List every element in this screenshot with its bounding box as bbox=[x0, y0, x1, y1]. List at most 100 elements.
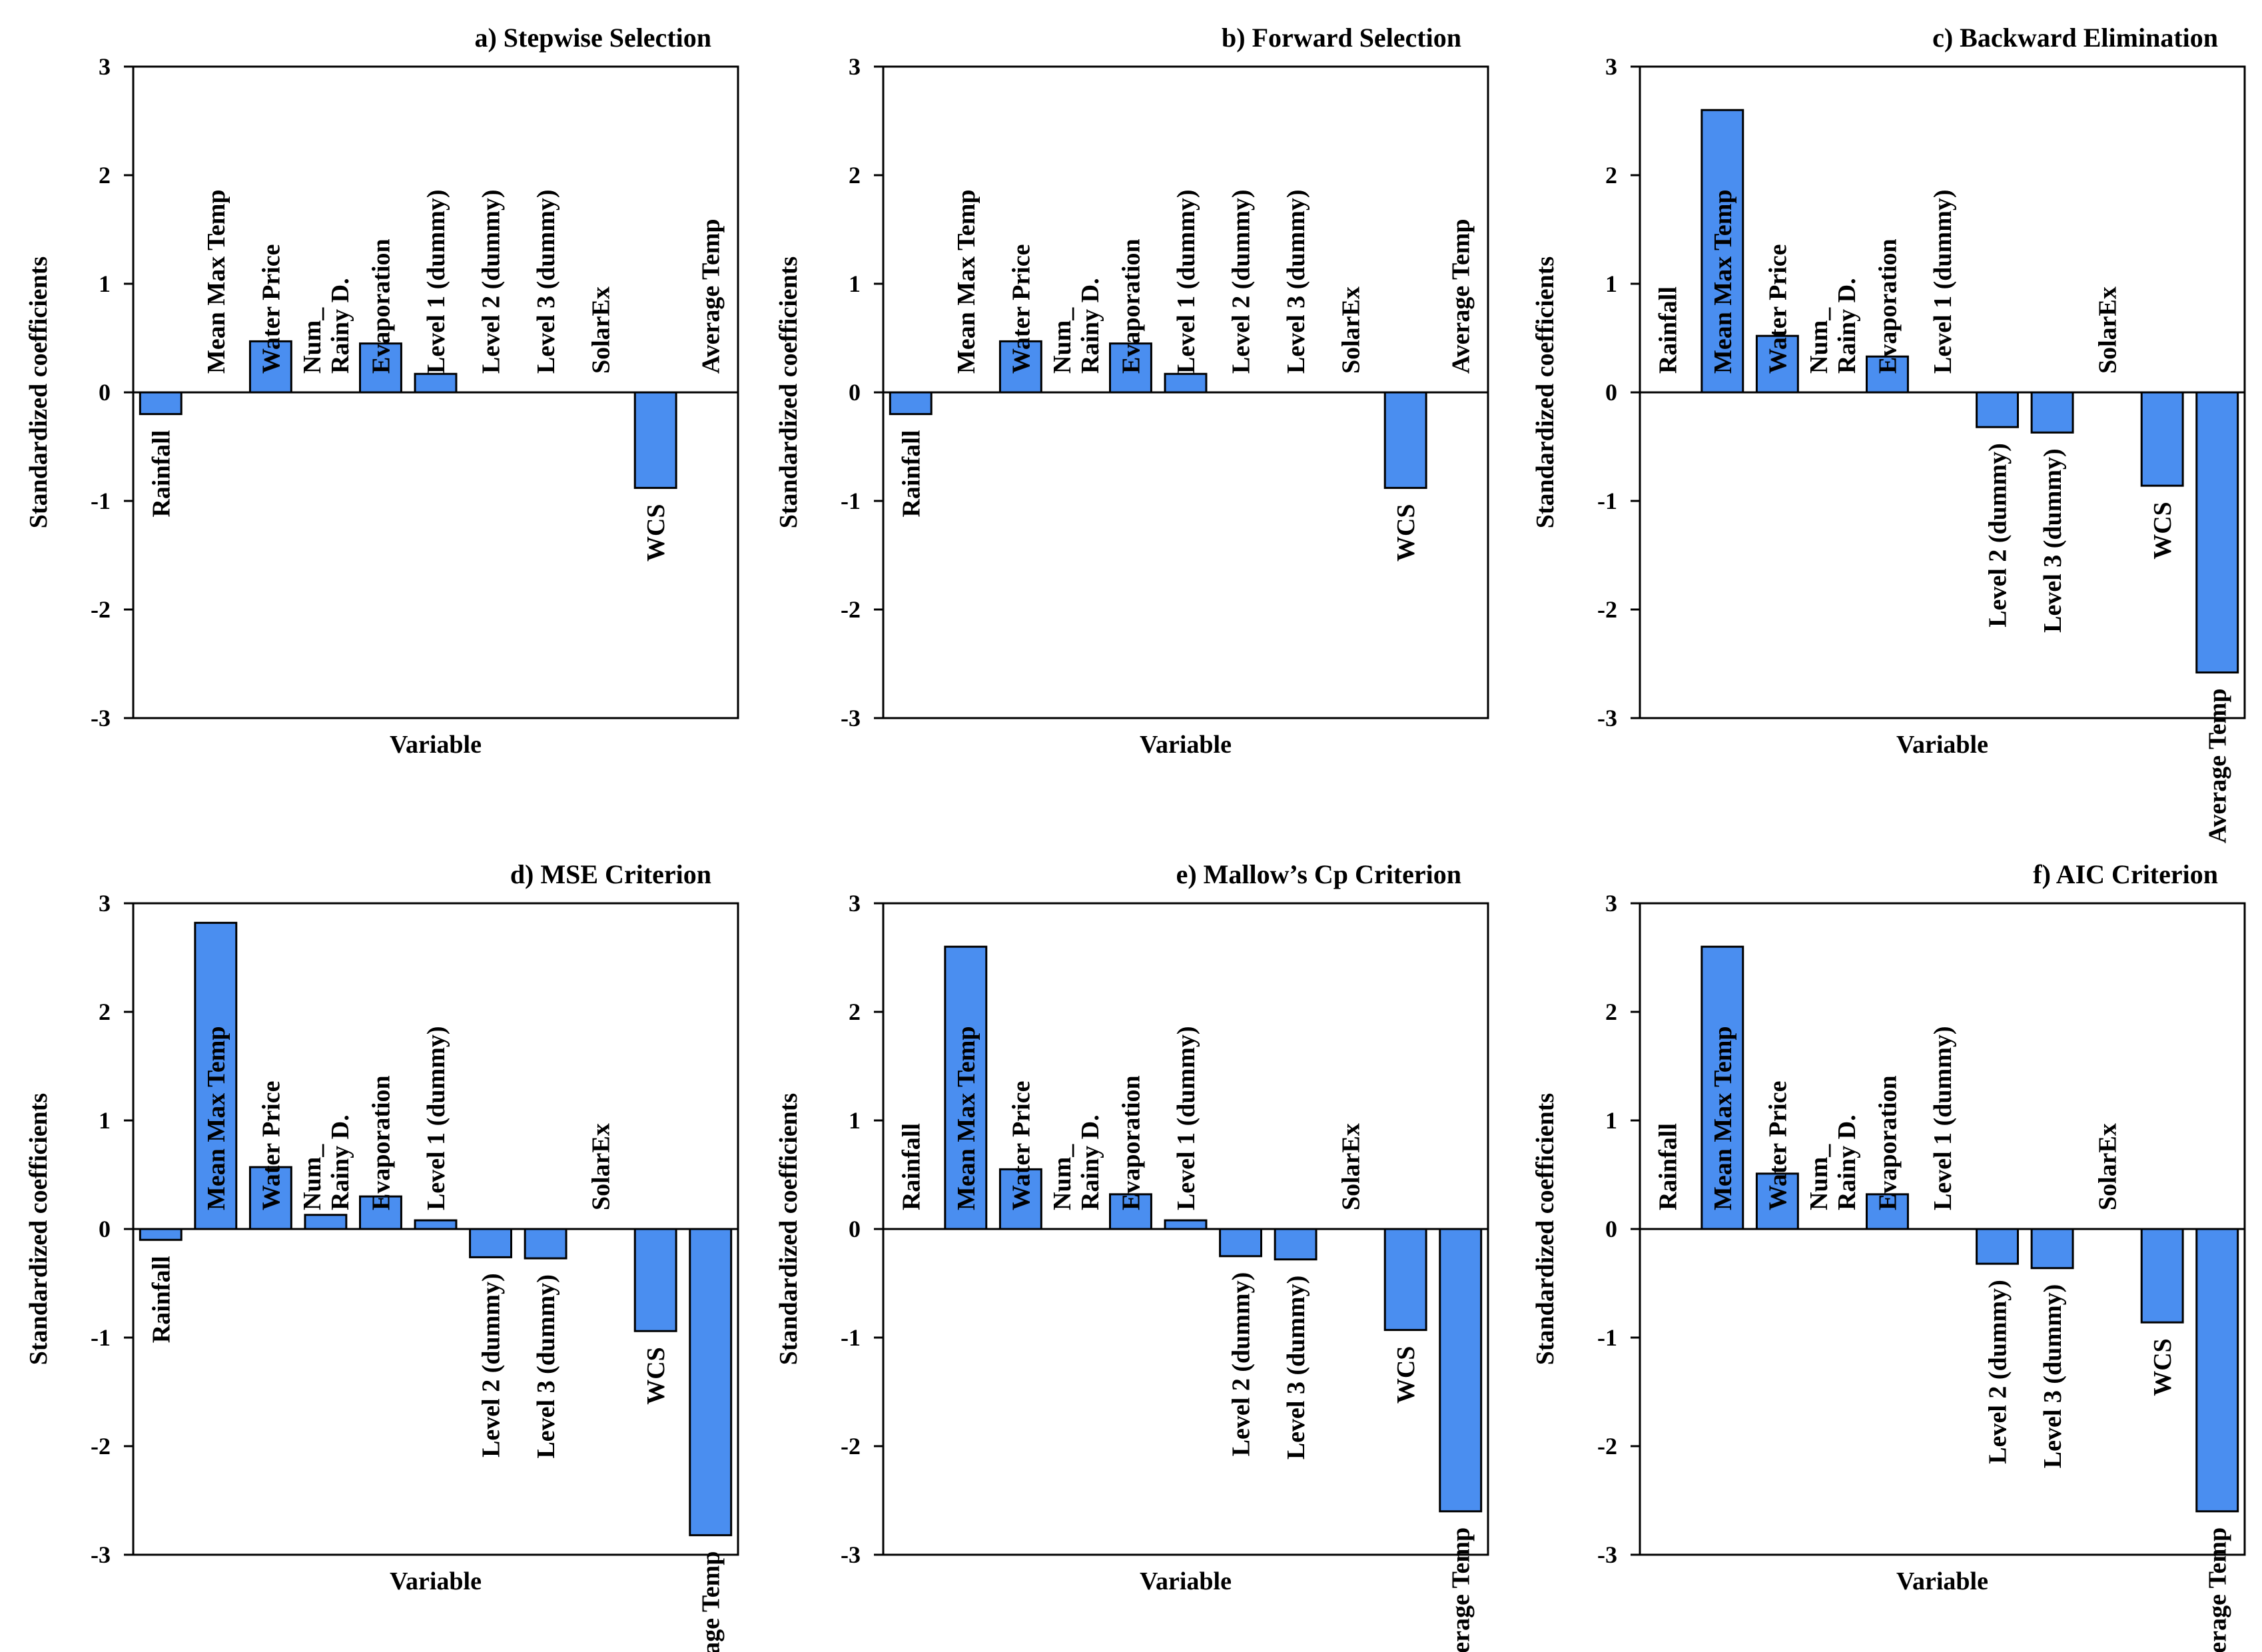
y-tick-label: 2 bbox=[99, 999, 111, 1025]
category-label: Rainfall bbox=[897, 1123, 925, 1210]
category-label: Level 3 (dummy) bbox=[1282, 1276, 1310, 1460]
y-axis-label: Standardized coefficients bbox=[1531, 1093, 1559, 1365]
y-tick-label: -1 bbox=[1597, 488, 1617, 514]
category-label: Level 2 (dummy) bbox=[478, 1273, 506, 1457]
y-tick-label: 1 bbox=[99, 1107, 111, 1134]
y-tick-label: -3 bbox=[1597, 1541, 1617, 1568]
y-tick-label: -1 bbox=[841, 1324, 861, 1351]
y-tick-label: -3 bbox=[1597, 705, 1617, 731]
y-tick-label: 1 bbox=[849, 270, 861, 297]
category-label: Rainfall bbox=[147, 430, 175, 518]
category-label: Num_ bbox=[1805, 307, 1833, 374]
category-label: WCS bbox=[2149, 1338, 2177, 1396]
bar bbox=[1109, 1193, 1152, 1230]
category-label: Level 2 (dummy) bbox=[1228, 189, 1256, 374]
category-label: SolarEx bbox=[587, 1123, 615, 1210]
category-label: Level 1 (dummy) bbox=[1172, 1026, 1200, 1210]
category-label: Level 1 (dummy) bbox=[1929, 1026, 1957, 1210]
y-tick-label: 0 bbox=[849, 1216, 861, 1242]
bar bbox=[469, 1228, 512, 1258]
bar bbox=[1866, 1193, 1909, 1230]
category-label: Level 3 (dummy) bbox=[2039, 448, 2067, 633]
bar bbox=[248, 1166, 292, 1230]
bar bbox=[359, 1195, 402, 1230]
bar bbox=[944, 945, 988, 1230]
bar bbox=[2140, 391, 2184, 487]
bar bbox=[2195, 1228, 2239, 1513]
category-label: Num_ bbox=[298, 307, 326, 374]
bar bbox=[1274, 1228, 1318, 1261]
category-label: Average Temp bbox=[697, 1551, 725, 1652]
bar bbox=[1383, 1228, 1427, 1332]
y-tick-label: 0 bbox=[99, 1216, 111, 1242]
category-label: SolarEx bbox=[1337, 1123, 1365, 1210]
category-label: WCS bbox=[2149, 502, 2177, 560]
category-label: Level 2 (dummy) bbox=[1984, 1280, 2012, 1464]
y-tick-label: -3 bbox=[91, 1541, 111, 1568]
chart-title: b) Forward Selection bbox=[1222, 23, 1461, 53]
category-label: Average Temp bbox=[1447, 218, 1475, 374]
x-axis-label: Variable bbox=[1896, 1567, 1988, 1595]
bar bbox=[1700, 109, 1744, 394]
bar bbox=[2195, 391, 2239, 674]
category-label: Average Temp bbox=[1447, 1527, 1475, 1652]
bar bbox=[139, 391, 183, 416]
chart-title: c) Backward Elimination bbox=[1932, 23, 2218, 53]
y-axis-label: Standardized coefficients bbox=[25, 256, 53, 528]
y-tick-label: 3 bbox=[849, 890, 861, 917]
category-label: Level 2 (dummy) bbox=[478, 189, 506, 374]
category-label: Evaporation bbox=[1874, 1075, 1902, 1210]
y-tick-label: -2 bbox=[91, 596, 111, 623]
category-label: Mean Max Temp bbox=[202, 1026, 230, 1210]
bar bbox=[1164, 372, 1208, 394]
category-label: Rainy D. bbox=[326, 278, 354, 374]
bar bbox=[414, 1219, 458, 1230]
y-tick-label: 3 bbox=[99, 890, 111, 917]
x-axis-label: Variable bbox=[1140, 1567, 1232, 1595]
y-tick-label: -1 bbox=[91, 1324, 111, 1351]
y-tick-label: 2 bbox=[849, 162, 861, 189]
y-tick-label: -1 bbox=[1597, 1324, 1617, 1351]
category-label: Rainfall bbox=[1654, 286, 1682, 374]
category-label: WCS bbox=[642, 504, 670, 562]
category-label: Level 1 (dummy) bbox=[1929, 189, 1957, 374]
category-label: Water Price bbox=[257, 1081, 285, 1210]
x-axis-label: Variable bbox=[390, 731, 482, 759]
category-label: Water Price bbox=[1007, 1081, 1035, 1210]
y-tick-label: 1 bbox=[1605, 1107, 1617, 1134]
bar bbox=[2140, 1228, 2184, 1324]
category-label: Rainfall bbox=[147, 1256, 175, 1343]
bar bbox=[139, 1228, 183, 1241]
chart-panel: 3 2 1 0 -1 -2 -3 Rainfall Mean Max Temp Water Pri… bbox=[1531, 859, 2246, 1652]
y-tick-label: -3 bbox=[91, 705, 111, 731]
category-label: SolarEx bbox=[1337, 286, 1365, 374]
y-tick-label: 0 bbox=[1605, 1216, 1617, 1242]
bar bbox=[248, 340, 292, 394]
category-label: Rainy D. bbox=[1076, 278, 1104, 374]
category-label: SolarEx bbox=[2094, 1123, 2122, 1210]
category-label: Rainfall bbox=[1654, 1123, 1682, 1210]
bar bbox=[889, 391, 933, 416]
category-label: Mean Max Temp bbox=[952, 1026, 980, 1210]
bar bbox=[304, 1214, 348, 1230]
category-label: Rainy D. bbox=[1076, 1114, 1104, 1210]
bar bbox=[1755, 1172, 1799, 1230]
category-label: SolarEx bbox=[2094, 286, 2122, 374]
category-label: WCS bbox=[1392, 504, 1420, 562]
category-label: Level 1 (dummy) bbox=[422, 1026, 450, 1210]
category-label: Evaporation bbox=[1117, 1075, 1145, 1210]
bar bbox=[194, 921, 238, 1230]
bar bbox=[1976, 391, 2019, 428]
category-label: Level 3 (dummy) bbox=[2039, 1284, 2067, 1469]
bar bbox=[1976, 1228, 2019, 1265]
category-label: Evaporation bbox=[367, 238, 395, 374]
y-tick-label: 2 bbox=[849, 999, 861, 1025]
category-label: Mean Max Temp bbox=[1709, 189, 1737, 374]
category-label: Level 1 (dummy) bbox=[1172, 189, 1200, 374]
y-tick-label: 0 bbox=[849, 379, 861, 406]
chart-title: e) Mallow’s Cp Criterion bbox=[1176, 859, 1461, 889]
chart-panel: 3 2 1 0 -1 -2 -3 Rainfall Mean Max Temp Water Pri… bbox=[25, 859, 739, 1652]
category-label: Level 2 (dummy) bbox=[1984, 443, 2012, 627]
y-tick-label: -2 bbox=[91, 1433, 111, 1459]
